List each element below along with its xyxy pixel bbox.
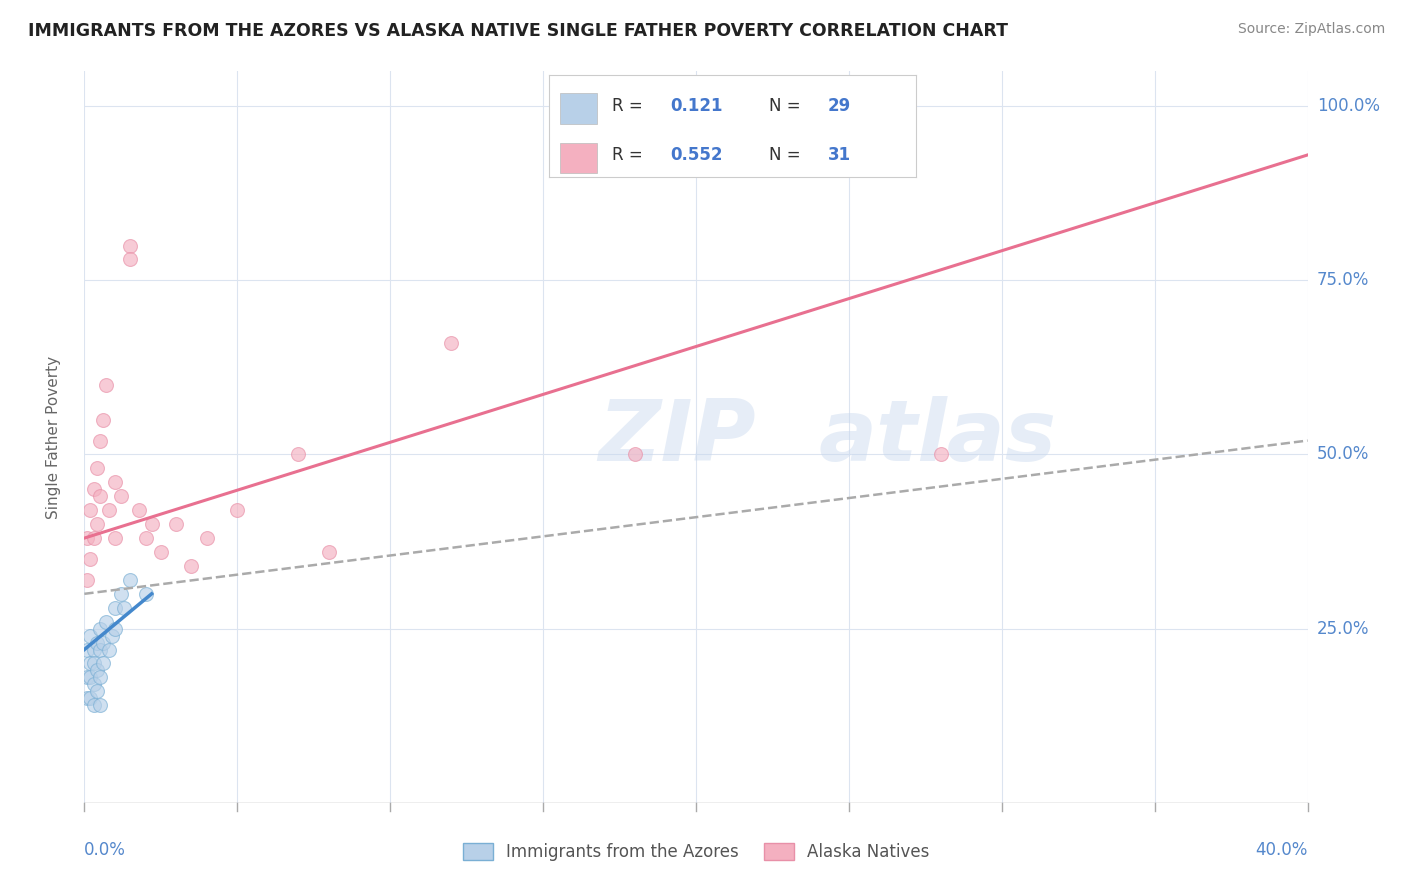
Point: [135, 531, 157, 545]
Point: [83, 698, 105, 713]
Point: [94, 377, 117, 392]
Point: [91, 657, 114, 671]
Point: [79, 670, 101, 684]
Text: 40.0%: 40.0%: [1256, 841, 1308, 859]
Point: [76, 670, 98, 684]
Text: ZIP: ZIP: [598, 395, 756, 479]
Point: [149, 545, 172, 559]
Point: [180, 558, 202, 573]
Text: 100.0%: 100.0%: [1317, 97, 1379, 115]
Point: [91, 412, 114, 426]
Text: 0.0%: 0.0%: [84, 841, 127, 859]
Point: [112, 600, 135, 615]
Point: [104, 600, 127, 615]
Point: [440, 336, 463, 351]
Legend: Immigrants from the Azores, Alaska Natives: Immigrants from the Azores, Alaska Nativ…: [456, 836, 936, 868]
Text: 25.0%: 25.0%: [1317, 620, 1369, 638]
Point: [79, 691, 101, 706]
Point: [83, 657, 105, 671]
Point: [287, 448, 309, 462]
Point: [110, 587, 132, 601]
Point: [83, 642, 105, 657]
Point: [97, 503, 120, 517]
Text: 75.0%: 75.0%: [1317, 271, 1369, 289]
Point: [104, 475, 127, 490]
Point: [104, 531, 127, 545]
Point: [89, 489, 111, 503]
Point: [79, 657, 101, 671]
Point: [86, 635, 108, 649]
Point: [120, 573, 142, 587]
Text: IMMIGRANTS FROM THE AZORES VS ALASKA NATIVE SINGLE FATHER POVERTY CORRELATION CH: IMMIGRANTS FROM THE AZORES VS ALASKA NAT…: [28, 22, 1008, 40]
Point: [86, 684, 108, 698]
Point: [104, 622, 127, 636]
Point: [89, 670, 111, 684]
Point: [165, 517, 187, 532]
Point: [141, 517, 163, 532]
Point: [101, 629, 124, 643]
Point: [89, 622, 111, 636]
Point: [76, 531, 98, 545]
Point: [89, 698, 111, 713]
Point: [94, 615, 117, 629]
Point: [89, 642, 111, 657]
Point: [226, 503, 249, 517]
Point: [128, 503, 150, 517]
Point: [318, 545, 340, 559]
Text: 50.0%: 50.0%: [1317, 445, 1369, 464]
Point: [120, 252, 142, 267]
Point: [76, 691, 98, 706]
Point: [76, 642, 98, 657]
Point: [86, 461, 108, 475]
Text: Source: ZipAtlas.com: Source: ZipAtlas.com: [1237, 22, 1385, 37]
Point: [83, 483, 105, 497]
Point: [91, 635, 114, 649]
Point: [89, 434, 111, 448]
Point: [624, 448, 647, 462]
Point: [86, 517, 108, 532]
Text: atlas: atlas: [818, 395, 1056, 479]
Point: [79, 503, 101, 517]
Point: [86, 664, 108, 678]
Point: [929, 448, 952, 462]
Point: [97, 642, 120, 657]
Point: [120, 238, 142, 252]
Point: [83, 531, 105, 545]
Point: [79, 552, 101, 566]
Point: [79, 629, 101, 643]
Text: Single Father Poverty: Single Father Poverty: [46, 356, 62, 518]
Point: [76, 573, 98, 587]
Point: [135, 587, 157, 601]
Point: [195, 531, 218, 545]
Point: [83, 677, 105, 691]
Point: [110, 489, 132, 503]
